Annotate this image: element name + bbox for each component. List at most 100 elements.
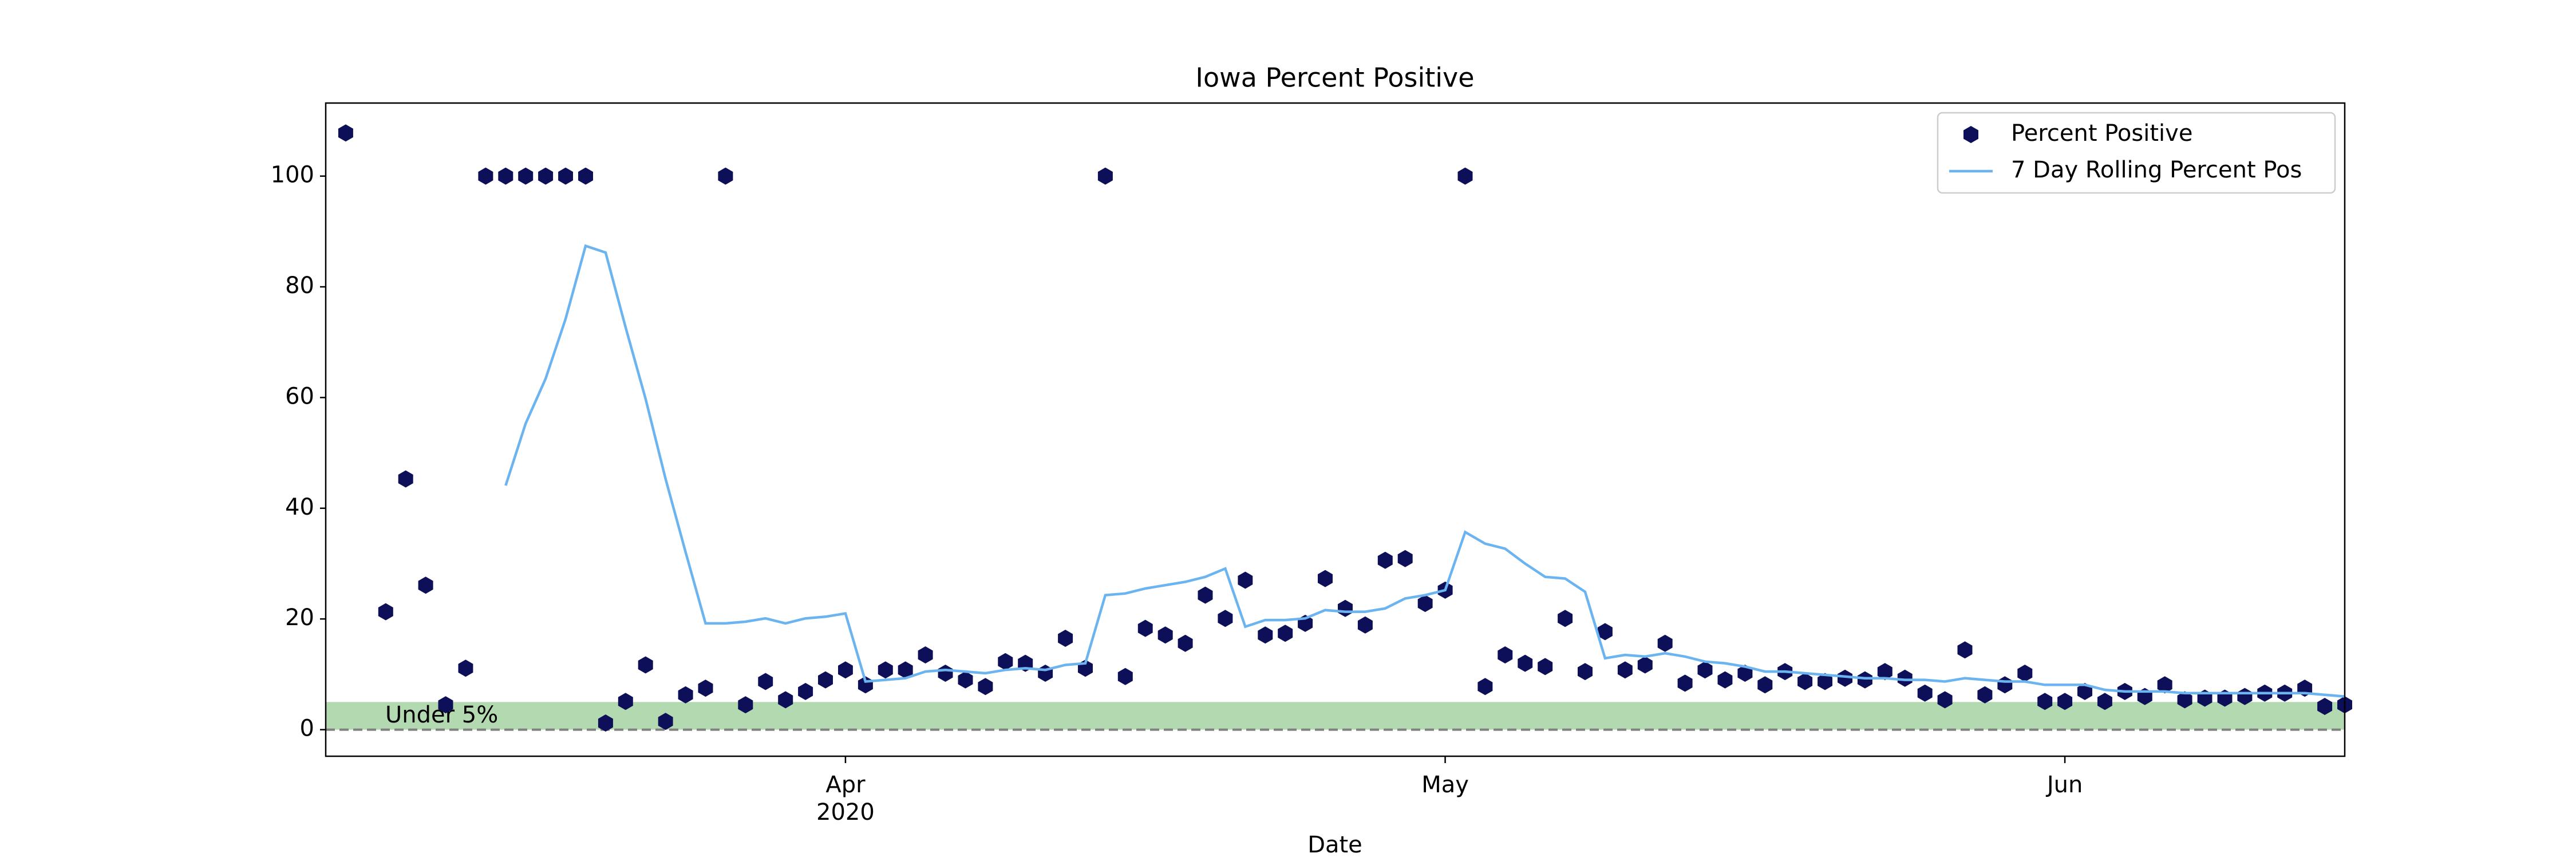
data-point [1278,625,1293,642]
data-point [338,124,353,142]
y-tick-label: 100 [271,162,314,188]
y-tick-label: 40 [285,494,314,520]
data-point [1117,668,1133,685]
data-point [2037,693,2053,710]
data-point [458,659,473,677]
data-point [378,603,393,621]
data-point [758,673,773,690]
data-point [478,167,493,185]
data-point [418,576,433,594]
data-point [1917,684,1933,702]
data-point [878,661,893,679]
x-tick-label: Jun [2045,772,2083,798]
data-point [1218,610,1233,627]
data-point [1757,676,1773,694]
data-point [1338,599,1353,617]
data-point [1617,661,1633,679]
data-point [1857,671,1872,689]
data-point [1997,676,2013,694]
data-point [2177,691,2192,709]
data-point [1538,658,1553,676]
rolling-line [504,244,2345,698]
y-tick-label: 0 [300,716,314,742]
data-point [1518,654,1533,672]
data-point [1737,665,1753,682]
data-point [1877,663,1893,681]
x-tick-label: May [1421,772,1469,798]
data-point [678,686,693,704]
data-point [798,682,813,700]
data-point [1318,570,1333,587]
data-point [958,671,973,689]
data-point [898,661,913,679]
data-point [2017,665,2033,682]
data-point [998,653,1013,670]
data-point [818,671,833,689]
data-point [1657,634,1673,652]
data-point [718,167,733,185]
data-point [1477,678,1493,696]
x-tick-year: 2020 [816,799,875,826]
data-point [538,167,554,185]
data-point [1417,595,1433,613]
data-point [1238,571,1253,589]
chart-title: Iowa Percent Positive [1195,62,1474,93]
data-point [1558,610,1573,627]
x-tick-label: Apr [825,772,866,798]
y-tick-label: 20 [285,605,314,631]
data-point [1058,630,1073,647]
data-point [1157,626,1173,644]
data-point [498,167,513,185]
data-point [1897,669,1913,687]
data-point [1198,586,1213,604]
data-point [978,678,993,696]
data-point [1597,623,1613,641]
data-point [1977,686,1993,704]
data-point [638,656,653,674]
data-point [1258,626,1273,644]
data-point [2157,676,2172,694]
data-point [1838,669,1852,687]
data-point [438,696,453,714]
data-point [578,167,593,185]
legend-marker [1963,126,1978,143]
legend-box [1937,112,2336,194]
data-point [1397,550,1413,567]
data-point [1357,616,1373,634]
data-point [598,714,613,732]
data-point [2057,693,2073,710]
data-point [2097,693,2112,710]
x-axis-label: Date [1307,832,1362,858]
plot-frame [325,102,2346,757]
data-point [1697,661,1713,679]
data-point [1637,656,1653,674]
data-point [2077,682,2092,700]
data-point [1498,646,1513,663]
data-point [1038,665,1053,682]
data-point [838,661,853,679]
data-point [1818,673,1832,690]
data-point [658,713,673,730]
data-point [1097,167,1113,185]
data-point [1578,663,1593,681]
y-tick-label: 60 [285,383,314,409]
data-point [938,665,953,682]
data-point [1457,167,1473,185]
data-point [518,167,534,185]
data-point [1937,691,1953,709]
data-point [1377,551,1393,569]
legend-label: 7 Day Rolling Percent Pos [2011,157,2302,183]
data-point [1957,641,1973,659]
legend-label: Percent Positive [2011,120,2192,147]
data-point [1677,674,1693,692]
data-point [778,691,793,709]
data-point [1137,619,1153,637]
data-point [2317,698,2333,715]
data-point [1178,634,1193,652]
data-point [918,646,933,663]
y-tick-label: 80 [285,272,314,299]
data-point [738,696,753,714]
data-point [698,680,713,697]
data-point [618,693,633,710]
